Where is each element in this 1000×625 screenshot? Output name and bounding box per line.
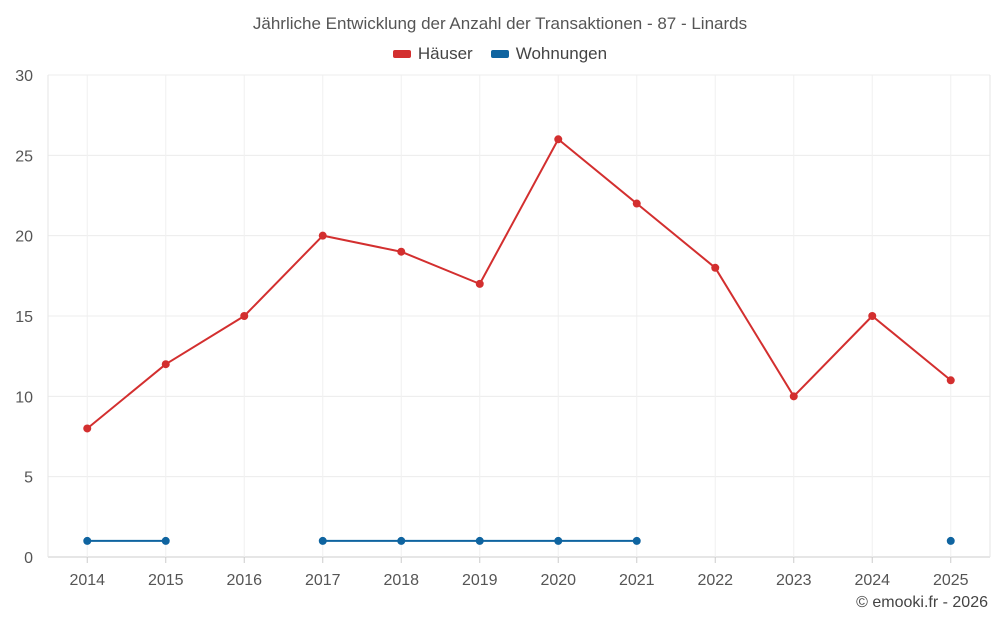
data-point-haeuser: [789, 392, 798, 401]
y-tick-label: 20: [15, 229, 33, 246]
chart-title: Jährliche Entwicklung der Anzahl der Tra…: [252, 14, 748, 33]
x-tick-label: 2015: [148, 572, 184, 589]
y-tick-label: 5: [24, 470, 33, 487]
data-point-haeuser: [868, 312, 877, 320]
data-point-wohnungen: [397, 536, 406, 545]
x-tick-label: 2017: [305, 572, 341, 589]
data-point-haeuser: [397, 247, 406, 256]
legend-swatch-haeuser: [392, 50, 411, 58]
data-point-haeuser: [318, 231, 327, 240]
x-tick-label: 2023: [776, 572, 812, 589]
data-point-haeuser: [711, 263, 720, 272]
x-tick-label: 2019: [462, 572, 498, 589]
data-point-haeuser: [161, 360, 170, 369]
data-point-wohnungen: [554, 536, 563, 545]
data-point-haeuser: [240, 312, 249, 320]
x-tick-label: 2018: [383, 572, 419, 589]
x-tick-label: 2025: [933, 572, 969, 589]
data-point-wohnungen: [632, 536, 641, 545]
data-point-haeuser: [946, 376, 955, 385]
x-tick-label: 2024: [854, 572, 890, 589]
data-point-wohnungen: [475, 536, 484, 545]
y-tick-label: 10: [15, 389, 33, 406]
data-point-wohnungen: [83, 536, 92, 545]
x-tick-label: 2022: [697, 572, 733, 589]
x-tick-label: 2021: [619, 572, 655, 589]
chart-legend: Häuser Wohnungen: [0, 44, 1000, 64]
data-point-wohnungen: [161, 536, 170, 545]
data-point-haeuser: [554, 135, 563, 144]
x-tick-label: 2016: [226, 572, 262, 589]
legend-label-haeuser: Häuser: [417, 44, 473, 63]
x-tick-label: 2020: [540, 572, 576, 589]
y-tick-label: 15: [15, 309, 33, 326]
y-tick-label: 0: [24, 550, 33, 567]
legend-label-wohnungen: Wohnungen: [515, 44, 608, 63]
y-tick-label: 30: [15, 68, 33, 85]
series-line-haeuser: [86, 138, 952, 430]
legend-item-wohnungen[interactable]: Wohnungen: [490, 44, 608, 64]
y-tick-label: 25: [15, 148, 33, 165]
data-point-wohnungen: [946, 536, 955, 545]
data-point-haeuser: [83, 424, 92, 433]
x-tick-label: 2014: [69, 572, 105, 589]
data-point-haeuser: [475, 279, 484, 288]
copyright-credit: © emooki.fr - 2026: [856, 594, 988, 611]
data-point-haeuser: [632, 199, 641, 208]
data-point-wohnungen: [318, 536, 327, 545]
legend-item-haeuser[interactable]: Häuser: [392, 44, 473, 64]
legend-swatch-wohnungen: [490, 50, 509, 58]
